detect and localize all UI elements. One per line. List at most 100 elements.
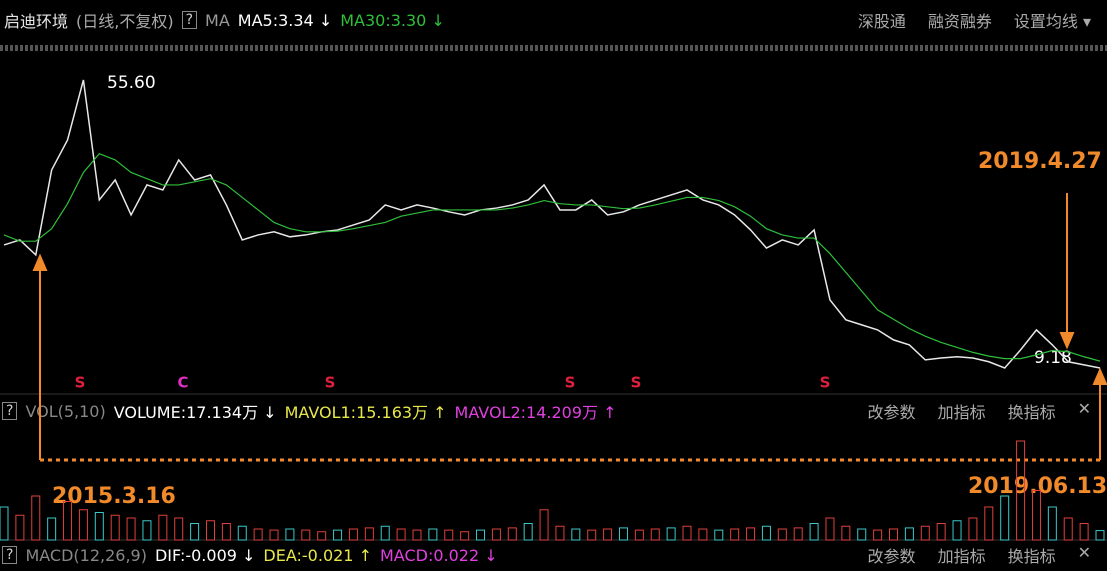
- mavol1: MAVOL1:15.163万 ↑: [284, 403, 447, 422]
- volume-bar: [634, 529, 644, 541]
- volume-bar: [317, 531, 327, 541]
- volume-bar: [428, 528, 438, 541]
- volume-bar: [158, 514, 168, 541]
- tool[interactable]: 换指标: [1007, 547, 1056, 566]
- volume-bar: [94, 512, 104, 541]
- volume-bar: [174, 517, 184, 541]
- volume-header: ? VOL(5,10) VOLUME:17.134万 ↓ MAVOL1:15.1…: [0, 399, 1107, 423]
- volume-bar: [205, 520, 215, 541]
- annotation: 2019.06.13: [968, 474, 1107, 499]
- volume-bar: [873, 529, 883, 541]
- volume-bar: [110, 514, 120, 541]
- dea: DEA:-0.021 ↑: [263, 545, 372, 565]
- volume-bar: [476, 529, 486, 541]
- link[interactable]: 深股通: [857, 12, 906, 31]
- volume-bar: [603, 528, 613, 541]
- volume-bar: [904, 527, 914, 541]
- tool[interactable]: 加指标: [937, 547, 986, 566]
- help[interactable]: ?: [2, 402, 18, 420]
- link[interactable]: 融资融券: [927, 12, 992, 31]
- volume-bar: [952, 520, 962, 541]
- volume-bar: [15, 514, 25, 541]
- volume-bar: [746, 527, 756, 541]
- volume-bar: [348, 528, 358, 541]
- arrow-head: [1059, 332, 1075, 350]
- tool[interactable]: 改参数: [867, 403, 916, 422]
- ma30: MA30:3.30 ↓: [340, 10, 445, 30]
- volume-bar: [682, 525, 692, 541]
- mode: (日线,不复权): [76, 12, 174, 31]
- tool[interactable]: ✕: [1077, 399, 1091, 418]
- volume-bar: [714, 529, 724, 541]
- ma: MA: [205, 10, 230, 30]
- price-line: [3, 79, 1101, 369]
- volume-bar: [793, 527, 803, 541]
- volume-bar: [650, 528, 660, 541]
- volume-bar: [857, 528, 867, 541]
- volume-bar: [1047, 506, 1057, 541]
- volume-bar: [666, 527, 676, 541]
- volume-bar: [380, 525, 390, 541]
- macd-header: ? MACD(12,26,9) DIF:-0.009 ↓ DEA:-0.021 …: [0, 543, 1107, 567]
- volume-bar: [269, 529, 279, 541]
- tools: 改参数 加指标 换指标 ✕: [868, 399, 1099, 423]
- volume-bar: [777, 528, 787, 541]
- volume-bar: [1095, 530, 1105, 541]
- signal: S: [75, 374, 86, 392]
- stock-name: 启迪环境: [4, 12, 69, 31]
- arrow-head: [1092, 367, 1107, 385]
- volume-bar: [698, 528, 708, 541]
- volume-bar: [47, 517, 57, 541]
- volume-bar: [190, 523, 200, 541]
- volume-bar: [126, 517, 136, 541]
- volume-bar: [730, 528, 740, 541]
- volume-bar: [936, 523, 946, 541]
- volume-bar: [1031, 490, 1041, 541]
- volume-bar: [841, 525, 851, 541]
- volume-bar: [285, 528, 295, 541]
- signal: S: [565, 374, 576, 392]
- volume-bar: [63, 501, 73, 541]
- price-line: [3, 152, 1101, 362]
- header: 启迪环境 (日线,不复权) ? MA MA5:3.34 ↓ MA30:3.30 …: [0, 8, 1107, 32]
- volume-bar: [809, 523, 819, 541]
- tools: 改参数 加指标 换指标 ✕: [868, 543, 1099, 567]
- arrow-head: [32, 253, 48, 271]
- indicator: VOL(5,10): [25, 401, 106, 421]
- volume-bar: [1079, 523, 1089, 541]
- volume-bar: [491, 528, 501, 541]
- links: 深股通 融资融券 设置均线 ▾: [858, 8, 1099, 32]
- help[interactable]: ?: [2, 546, 18, 564]
- signal: S: [325, 374, 336, 392]
- ma5: MA5:3.34 ↓: [237, 10, 333, 30]
- volume-bar: [412, 529, 422, 541]
- volume-bar: [507, 527, 517, 541]
- volume-bar: [539, 509, 549, 541]
- dif: DIF:-0.009 ↓: [154, 545, 256, 565]
- tool[interactable]: 加指标: [937, 403, 986, 422]
- indicator: MACD(12,26,9): [25, 545, 147, 565]
- volume-bar: [920, 525, 930, 541]
- volume-bar: [618, 527, 628, 541]
- volume-bar: [761, 525, 771, 541]
- mavol2: MAVOL2:14.209万 ↑: [454, 403, 617, 422]
- tool[interactable]: ✕: [1077, 543, 1091, 562]
- volume-bar: [968, 517, 978, 541]
- volume-bar: [0, 506, 9, 541]
- macd: MACD:0.022 ↓: [379, 545, 498, 565]
- annotation: 2019.4.27: [978, 149, 1102, 174]
- volume-bar: [364, 527, 374, 541]
- tool[interactable]: 换指标: [1007, 403, 1056, 422]
- volume-bar: [396, 528, 406, 541]
- volume-bar: [221, 523, 231, 541]
- link[interactable]: 设置均线 ▾: [1013, 12, 1091, 31]
- signal: C: [177, 374, 188, 392]
- tool[interactable]: 改参数: [867, 547, 916, 566]
- help[interactable]: ?: [181, 11, 198, 29]
- volume-bar: [31, 495, 41, 541]
- volume-bar: [523, 523, 533, 541]
- volume-bar: [889, 528, 899, 541]
- annotation: 2015.3.16: [52, 484, 176, 509]
